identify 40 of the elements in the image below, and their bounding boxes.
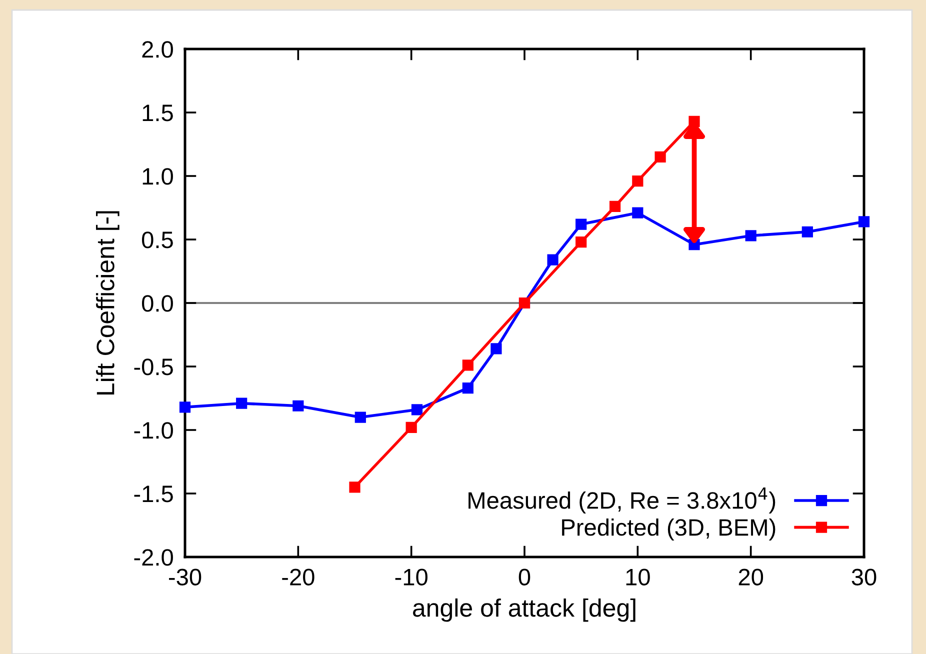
legend-label: Measured (2D, Re = 3.8x10$^{4}$)	[468, 488, 776, 514]
x-tick-label: 10	[626, 568, 650, 586]
y-tick-label: 1.0	[142, 168, 173, 185]
point	[179, 402, 191, 413]
x-tick-label: -20	[282, 568, 314, 586]
point	[547, 254, 558, 266]
point	[858, 216, 870, 228]
point	[576, 236, 587, 248]
legend-label: Predicted (3D, BEM)	[562, 518, 776, 540]
point	[462, 360, 474, 371]
point	[632, 207, 644, 218]
point	[411, 404, 423, 416]
point	[236, 398, 248, 409]
y-tick-label: -1.0	[134, 422, 173, 439]
x-tick-label: 20	[738, 568, 764, 586]
x-tick-label: 30	[852, 568, 876, 586]
y-tick-label: 0.5	[142, 232, 173, 248]
point	[490, 343, 502, 354]
point	[745, 230, 756, 242]
point	[654, 151, 666, 163]
point	[632, 176, 644, 187]
y-tick-label: -1.5	[134, 486, 173, 502]
point	[802, 226, 813, 238]
point	[354, 412, 366, 423]
x-tick-label: 0	[518, 568, 530, 586]
point	[609, 200, 621, 212]
y-tick-label: -2.0	[134, 549, 173, 566]
x-axis-title: angle of attack [deg]	[412, 598, 636, 622]
point	[462, 382, 474, 394]
x-tick-label: -10	[395, 568, 428, 586]
x-tick-label: -30	[168, 568, 202, 586]
y-tick-label: 0.0	[142, 295, 173, 312]
point	[292, 400, 304, 412]
point	[349, 482, 360, 493]
y-tick-label: -0.5	[134, 358, 173, 376]
point	[406, 422, 417, 434]
y-tick-label: 1.5	[142, 104, 173, 122]
y-tick-label: 2.0	[142, 41, 173, 58]
y-axis-title: Lift Coefficient [-]	[96, 211, 120, 395]
point	[576, 218, 587, 230]
